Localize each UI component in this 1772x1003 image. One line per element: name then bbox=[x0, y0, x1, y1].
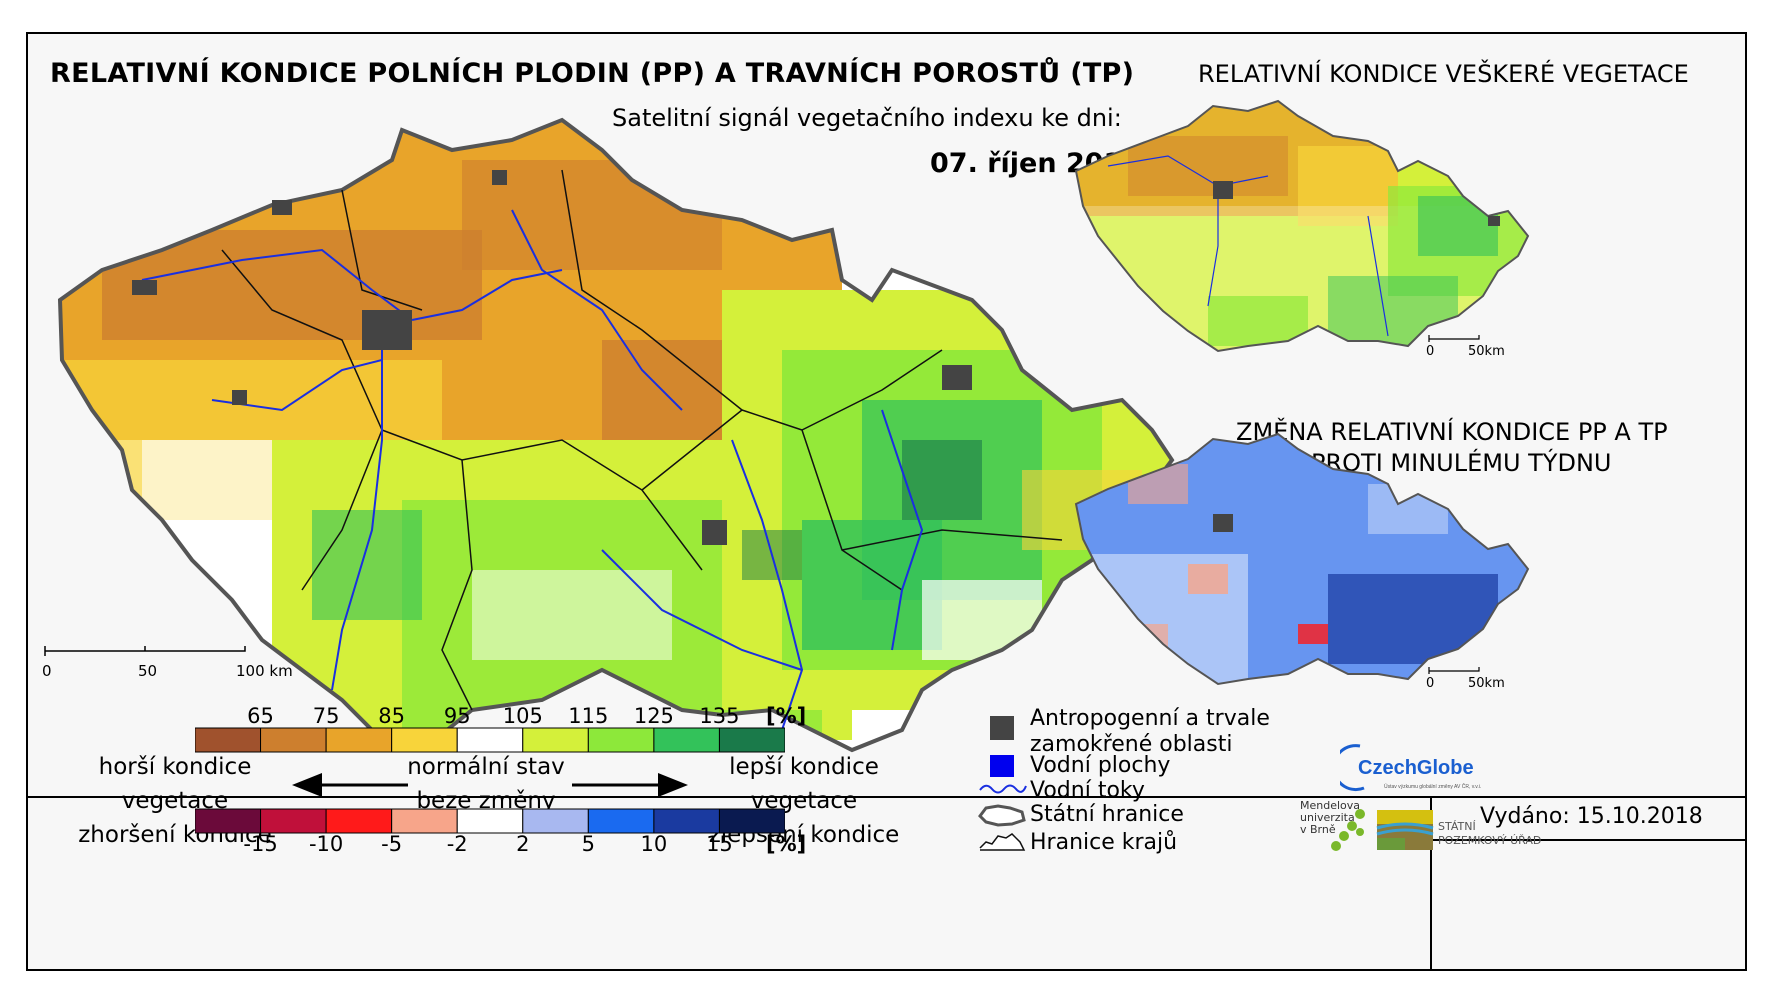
change-legend-swatch bbox=[195, 808, 262, 834]
rivers-label: Vodní toky bbox=[1030, 778, 1145, 803]
condition-legend-tick: 65 bbox=[247, 704, 274, 728]
condition-legend-swatch bbox=[653, 727, 720, 753]
change-legend-tick: -15 bbox=[243, 832, 278, 856]
change-legend-swatch bbox=[456, 808, 524, 834]
anthropogenic-label-line1: Antropogenní a trvale bbox=[1030, 706, 1270, 731]
change-legend-tick: 15 bbox=[706, 832, 733, 856]
condition-legend-tick: 135 bbox=[699, 704, 740, 728]
change-legend-tick: 5 bbox=[581, 832, 596, 856]
change-legend-swatch bbox=[718, 808, 785, 834]
spu-line1: STÁTNÍ bbox=[1438, 820, 1476, 833]
main-scale-mid: 50 bbox=[138, 662, 158, 680]
river-line-icon bbox=[979, 784, 1027, 794]
change-legend-tick: -2 bbox=[446, 832, 468, 856]
water-bodies-label: Vodní plochy bbox=[1030, 753, 1171, 778]
state-border-icon bbox=[978, 804, 1026, 827]
czechglobe-logo: CzechGlobe Ústav výzkumu globální změny … bbox=[1340, 744, 1481, 792]
change-legend-swatch bbox=[653, 808, 720, 834]
czechglobe-text: CzechGlobe bbox=[1358, 757, 1474, 779]
change-legend-tick: 2 bbox=[516, 832, 530, 856]
rivers-main bbox=[141, 209, 924, 731]
change-title-line1: ZMĚNA RELATIVNÍ KONDICE PP A TP bbox=[1236, 418, 1668, 446]
spu-logo bbox=[1376, 810, 1434, 850]
change-map-title: ZMĚNA RELATIVNÍ KONDICE PP A TP OPROTI M… bbox=[1236, 417, 1668, 479]
vegetation-condition-map bbox=[1074, 99, 1530, 353]
condition-legend-swatch bbox=[391, 727, 458, 753]
condition-legend-swatch bbox=[325, 727, 393, 753]
mendelu-line2: univerzita bbox=[1300, 811, 1355, 824]
change-legend-swatch bbox=[587, 808, 655, 834]
condition-raster bbox=[60, 120, 1172, 750]
main-scale-bar bbox=[44, 646, 246, 656]
mendelu-line1: Mendelova bbox=[1300, 799, 1361, 812]
subtitle: Satelitní signál vegetačního indexu ke d… bbox=[612, 104, 1122, 132]
change-legend-tick: -5 bbox=[381, 832, 403, 856]
spu-logo-text: STÁTNÍ POZEMKOVÝ ÚŘAD bbox=[1438, 820, 1541, 848]
condition-legend-tick: 125 bbox=[633, 704, 674, 728]
left-arrow-icon bbox=[292, 773, 408, 797]
condition-legend-tick: 115 bbox=[568, 704, 609, 728]
worse-label-line1: horší kondice vegetace bbox=[98, 754, 252, 814]
czechglobe-subtext: Ústav výzkumu globální změny AV ČR, v.v.… bbox=[1384, 783, 1481, 790]
condition-legend-swatch bbox=[260, 727, 327, 753]
legend-divider bbox=[26, 796, 1747, 798]
vegetation-scale-bar bbox=[1428, 335, 1480, 342]
mendelu-line3: v Brně bbox=[1300, 823, 1336, 836]
condition-color-bar bbox=[195, 727, 785, 753]
condition-legend-swatch bbox=[195, 727, 262, 753]
issued-date: Vydáno: 15.10.2018 bbox=[1480, 804, 1703, 829]
state-border-label: Státní hranice bbox=[1030, 802, 1184, 827]
change-legend-swatch bbox=[522, 808, 589, 834]
normal-state-label: normální stav beze změny bbox=[396, 750, 576, 818]
condition-legend-tick: 95 bbox=[443, 704, 471, 728]
condition-legend-swatch bbox=[718, 727, 785, 753]
change-legend-swatch bbox=[325, 808, 393, 834]
mendelu-logo-dots bbox=[1331, 809, 1365, 851]
change-scale-bar bbox=[1428, 667, 1480, 674]
change-map bbox=[1074, 432, 1530, 686]
condition-legend-swatch bbox=[456, 727, 524, 753]
region-borders-main bbox=[221, 169, 1063, 711]
logo-divider bbox=[1430, 839, 1747, 841]
change-scale-end: 50km bbox=[1468, 676, 1505, 691]
vegetation-scale-end: 50km bbox=[1468, 344, 1505, 359]
normal-label-line1: normální stav bbox=[407, 754, 565, 780]
condition-legend-unit: [%] bbox=[766, 704, 807, 728]
issued-divider bbox=[1430, 796, 1432, 971]
change-scale-zero: 0 bbox=[1426, 676, 1435, 691]
mendelu-logo-text: Mendelova univerzita v Brně bbox=[1300, 800, 1360, 836]
condition-legend-tick: 75 bbox=[312, 704, 340, 728]
change-legend-swatch bbox=[391, 808, 458, 834]
anthropogenic-label: Antropogenní a trvale zamokřené oblasti bbox=[1030, 706, 1270, 758]
change-legend-swatch bbox=[260, 808, 327, 834]
vegetation-scale-zero: 0 bbox=[1426, 344, 1435, 359]
change-legend-tick: 10 bbox=[640, 832, 668, 856]
condition-legend-tick: 85 bbox=[378, 704, 406, 728]
change-color-bar bbox=[195, 808, 785, 834]
main-condition-map bbox=[57, 117, 1175, 753]
condition-legend-swatch bbox=[522, 727, 589, 753]
condition-legend-tick: 105 bbox=[502, 704, 543, 728]
change-legend-tick: -10 bbox=[308, 832, 344, 856]
spu-line2: POZEMKOVÝ ÚŘAD bbox=[1438, 834, 1542, 847]
condition-legend-swatch bbox=[587, 727, 655, 753]
anthropogenic-area-swatch bbox=[990, 716, 1014, 740]
right-arrow-icon bbox=[572, 773, 688, 797]
change-legend-unit: [%] bbox=[766, 832, 807, 856]
main-scale-zero: 0 bbox=[42, 662, 52, 680]
main-scale-end: 100 km bbox=[236, 662, 293, 680]
water-body-swatch bbox=[990, 755, 1014, 777]
main-title: RELATIVNÍ KONDICE POLNÍCH PLODIN (PP) A … bbox=[50, 58, 1135, 89]
vegetation-map-title: RELATIVNÍ KONDICE VEŠKERÉ VEGETACE bbox=[1198, 60, 1689, 88]
region-border-icon bbox=[979, 833, 1026, 851]
anthropogenic-label-line2: zamokřené oblasti bbox=[1030, 732, 1233, 757]
region-border-label: Hranice krajů bbox=[1030, 830, 1178, 855]
urban-areas-main bbox=[132, 170, 972, 545]
